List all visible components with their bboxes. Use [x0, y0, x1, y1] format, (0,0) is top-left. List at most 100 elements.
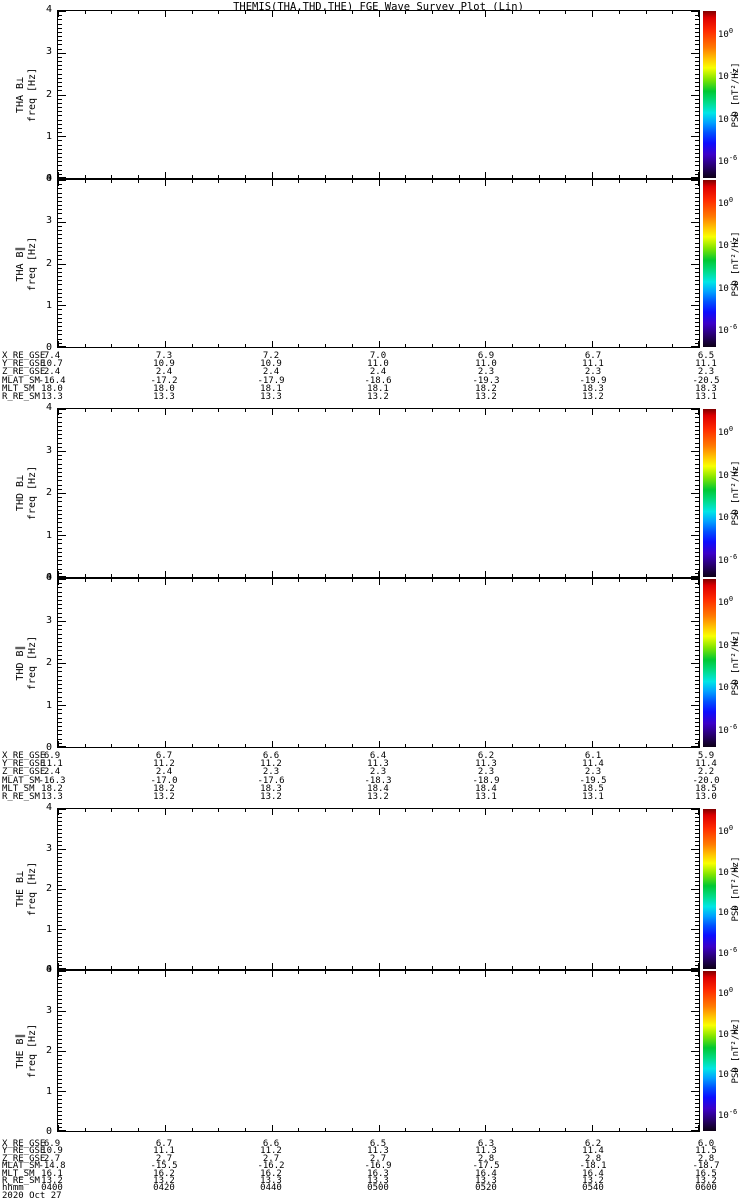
freq-axis-tick	[695, 1099, 699, 1100]
freq-axis-tick	[695, 1043, 699, 1044]
date-label: 2020 Oct 27	[2, 1191, 62, 1201]
freq-axis-tick	[58, 945, 62, 946]
time-axis-tick	[325, 809, 327, 812]
ephemeris-value: 2.7	[369, 1153, 387, 1164]
freq-axis-tick	[695, 518, 699, 520]
time-axis-tick	[84, 744, 86, 747]
freq-axis-tick	[695, 675, 699, 677]
freq-axis-tick	[58, 717, 62, 719]
time-axis-tick	[618, 971, 620, 974]
freq-axis-tick	[58, 234, 62, 236]
time-axis-tick	[672, 574, 674, 577]
panel-name-thd-bperp: THD B⊥	[15, 474, 26, 512]
time-axis-tick	[351, 11, 353, 14]
freq-axis-tick	[58, 230, 62, 232]
freq-tick-label: 1	[45, 699, 52, 711]
time-axis-tick	[58, 180, 59, 186]
ephemeris-value: 13.1	[582, 792, 604, 802]
freq-axis-tick	[695, 873, 699, 874]
time-axis-tick	[618, 344, 620, 347]
time-axis-tick	[645, 1128, 647, 1131]
freq-axis-tick	[695, 61, 699, 63]
freq-axis-tick	[695, 313, 699, 315]
freq-axis-tick	[695, 1063, 699, 1064]
freq-axis-tick	[695, 476, 699, 478]
ephemeris-value: 6.9	[43, 1139, 61, 1149]
time-axis-tick	[84, 180, 86, 183]
freq-axis-tick	[58, 36, 62, 38]
freq-axis-tick	[695, 881, 699, 882]
time-axis-tick	[512, 579, 514, 582]
time-axis-tick	[164, 11, 166, 17]
freq-axis-tick	[691, 968, 699, 969]
time-axis-tick	[565, 1128, 567, 1131]
freq-axis-tick	[58, 667, 62, 669]
freq-axis-tick	[695, 633, 699, 635]
ephemeris-value: 6.3	[477, 1139, 495, 1149]
freq-axis-tick	[695, 700, 699, 702]
freq-axis-tick	[695, 1039, 699, 1040]
time-axis-tick	[592, 809, 594, 815]
freq-axis-tick	[695, 526, 699, 528]
freq-axis-tick	[58, 425, 62, 427]
freq-axis-tick	[695, 925, 699, 926]
freq-axis-tick	[695, 413, 699, 415]
time-axis-tick	[191, 11, 193, 14]
freq-axis-tick	[695, 547, 699, 549]
freq-axis-tick	[58, 885, 62, 886]
time-axis-tick	[592, 579, 594, 585]
freq-axis-tick	[58, 180, 66, 181]
time-axis-tick	[325, 574, 327, 577]
freq-axis-tick	[695, 484, 699, 486]
freq-axis-tick	[695, 115, 699, 117]
panel-name-the-bpar: THE B∥	[15, 1033, 26, 1069]
time-axis-tick	[485, 571, 487, 577]
freq-axis-tick	[695, 317, 699, 319]
time-axis-tick	[592, 172, 594, 178]
time-axis-tick	[538, 971, 540, 974]
time-axis-tick	[271, 971, 273, 977]
ephemeris-value: 6.4	[369, 751, 387, 761]
freq-axis-tick	[695, 36, 699, 38]
time-axis-tick	[592, 963, 594, 969]
freq-axis-tick	[58, 451, 66, 452]
ephemeris-value: 6.7	[584, 351, 602, 361]
ephemeris-label-r_re_sm: R_RE_SM	[2, 792, 40, 802]
freq-axis-tick	[695, 604, 699, 606]
time-axis-tick	[164, 341, 166, 347]
ephemeris-value: 6.2	[477, 751, 495, 761]
time-axis-tick	[485, 963, 487, 969]
psd-colorbar	[703, 180, 716, 347]
freq-axis-tick	[58, 726, 62, 727]
freq-axis-tick	[58, 700, 62, 702]
freq-axis-tick	[58, 861, 62, 862]
freq-axis-tick	[695, 937, 699, 938]
freq-axis-tick	[695, 209, 699, 211]
spectrogram-panel-tha-bpar	[57, 179, 700, 348]
freq-axis-tick	[691, 180, 699, 181]
time-tick-value: 0600	[695, 1183, 717, 1194]
time-axis-tick	[111, 180, 113, 183]
freq-axis-tick	[695, 417, 699, 419]
freq-axis-tick	[695, 242, 699, 244]
time-axis-tick	[565, 966, 567, 969]
freq-axis-tick	[695, 983, 699, 984]
time-axis-tick	[431, 579, 433, 582]
ephemeris-value: 11.4	[695, 759, 717, 770]
ephemeris-value: 13.2	[153, 792, 175, 802]
freq-axis-tick	[695, 941, 699, 942]
time-axis-tick	[672, 175, 674, 178]
time-axis-tick	[698, 809, 699, 815]
freq-axis-tick	[58, 1011, 66, 1012]
freq-axis-tick	[695, 829, 699, 830]
freq-axis-tick	[695, 945, 699, 946]
time-axis-tick	[351, 579, 353, 582]
ephemeris-value: 16.5	[695, 1168, 717, 1179]
time-axis-tick	[244, 971, 246, 974]
freq-axis-tick	[58, 1035, 62, 1036]
ephemeris-label-x_re_gse: X_RE_GSE	[2, 1139, 46, 1149]
freq-axis-tick	[691, 263, 699, 265]
freq-axis-tick	[695, 65, 699, 67]
time-axis-tick	[111, 966, 113, 969]
freq-axis-tick	[695, 921, 699, 922]
